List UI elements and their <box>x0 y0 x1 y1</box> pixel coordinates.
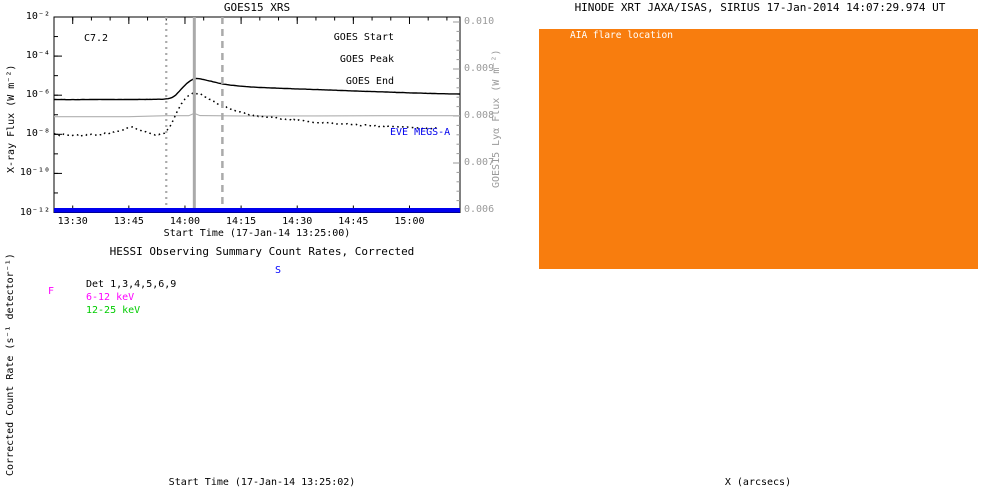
goes15_lya <box>54 112 460 118</box>
goes-x-tick-label: 15:00 <box>394 216 425 227</box>
goes-y-left-tick-label: 10⁻⁸ <box>25 128 50 140</box>
goes-plot-box <box>53 16 461 213</box>
hessi-legend-detectors: Det 1,3,4,5,6,9 <box>86 279 177 290</box>
goes-y-right-tick-label: 0.006 <box>464 204 495 215</box>
goes-y-left-tick-label: 10⁻⁶ <box>25 89 50 101</box>
goes-flare-class: C7.2 <box>84 33 109 44</box>
hessi-ylabel: Corrected Count Rate (s⁻¹ detector⁻¹) <box>5 253 16 476</box>
goes-legend-peak-label: GOES Peak <box>339 54 394 65</box>
goes-ylabel-left: X-ray Flux (W m⁻²) <box>6 64 17 173</box>
hessi-title: HESSI Observing Summary Count Rates, Cor… <box>109 245 415 258</box>
goes-x-tick-label: 14:15 <box>226 216 257 227</box>
goes-x-tick-label: 13:45 <box>113 216 144 227</box>
goes-y-right-tick-label: 0.009 <box>464 63 495 74</box>
hessi-legend-12-25kev: 12-25 keV <box>86 305 141 316</box>
xrt-marker-legend: AIA flare location <box>570 30 673 41</box>
goes-xlabel: Start Time (17-Jan-14 13:25:00) <box>163 228 351 239</box>
xrt-xlabel: X (arcsecs) <box>724 477 792 488</box>
eve-megs-a-label: EVE MEGS-A <box>390 127 451 138</box>
goes-x-tick-label: 13:30 <box>57 216 88 227</box>
goes-title: GOES15 XRS <box>223 1 291 14</box>
goes-x-tick-label: 14:45 <box>338 216 369 227</box>
xrt-title: HINODE XRT JAXA/ISAS, SIRIUS 17-Jan-2014… <box>574 1 946 14</box>
goes-y-left-tick-label: 10⁻¹⁰ <box>19 167 50 179</box>
hessi-flare-flag-label: F <box>48 286 55 297</box>
goes_xrs_long_1_8A <box>54 77 460 101</box>
goes-y-right-tick-label: 0.008 <box>464 110 495 121</box>
goes_xrs_short_05_4A <box>53 91 440 138</box>
goes-x-tick-label: 14:00 <box>169 216 200 227</box>
goes-y-right-tick-label: 0.007 <box>464 157 495 168</box>
hessi-xlabel: Start Time (17-Jan-14 13:25:02) <box>168 477 356 488</box>
goes-y-left-tick-label: 10⁻¹² <box>19 206 50 218</box>
xrt-solar-image <box>539 29 978 269</box>
goes-y-left-tick-label: 10⁻² <box>25 11 50 22</box>
hessi-saa-flag-label: S <box>275 265 282 276</box>
goes-legend-start-label: GOES Start <box>333 32 394 43</box>
goes-y-right-tick-label: 0.010 <box>464 16 495 27</box>
goes-y-left-tick-label: 10⁻⁴ <box>25 50 50 62</box>
hessi-legend-6-12kev: 6-12 keV <box>86 292 135 303</box>
goes-x-tick-label: 14:30 <box>282 216 313 227</box>
goes-legend-end-label: GOES End <box>345 76 394 87</box>
